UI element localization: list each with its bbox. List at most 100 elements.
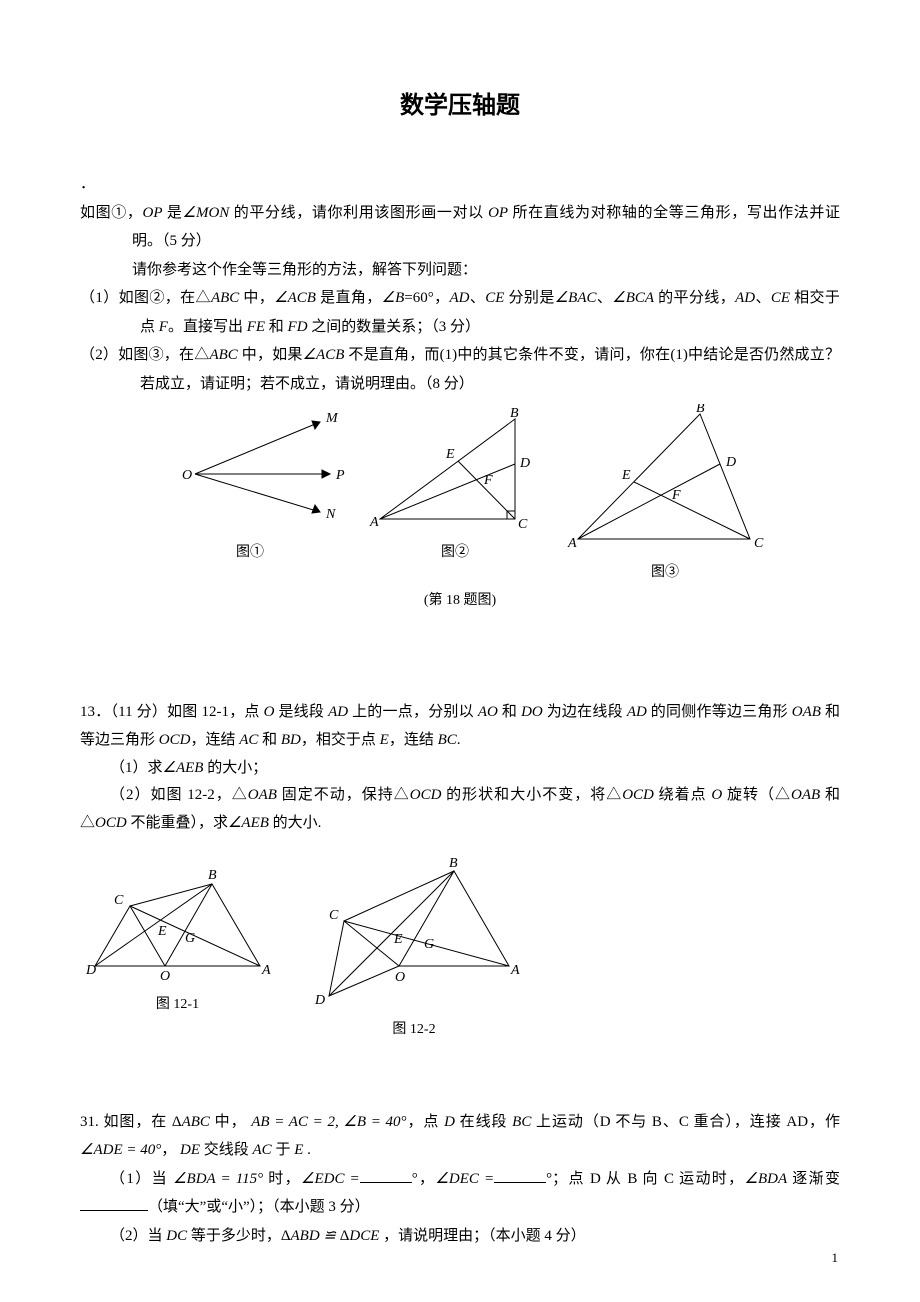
page-number: 1 — [832, 1250, 839, 1266]
t: ∠ACB — [303, 347, 345, 363]
t: 。直接写出 — [168, 319, 247, 335]
t: BD — [281, 732, 301, 748]
t: ∠B — [382, 290, 405, 306]
lbl-A: A — [510, 963, 520, 978]
t: 的同侧作等边三角形 — [647, 704, 792, 720]
t: AC — [253, 1142, 272, 1158]
t: 的大小. — [269, 815, 322, 831]
t: OAB — [248, 787, 277, 803]
t: 的平分线，请你利用该图形画一对以 — [229, 205, 488, 221]
blank-bigsmall — [80, 1196, 148, 1211]
t: 在线段 — [455, 1114, 512, 1130]
t: 和 — [498, 704, 521, 720]
p31-s1: （1）当 ∠BDA = 115° 时，∠EDC =°，∠DEC =°；点 D 从… — [80, 1165, 840, 1222]
t: °， — [412, 1171, 436, 1187]
t: E — [294, 1142, 303, 1158]
fig18-1-cap: 图① — [150, 541, 350, 561]
t: OAB — [791, 787, 820, 803]
p13-s2: （2）如图 12-2，△OAB 固定不动，保持△OCD 的形状和大小不变，将△O… — [80, 782, 840, 838]
fig18-3-cap: 图③ — [560, 561, 770, 581]
lbl-A: A — [369, 515, 379, 530]
lbl-O: O — [182, 468, 192, 483]
p18-figures: O M P N 图① A B C — [80, 404, 840, 581]
fig12-2-cap: 图 12-2 — [299, 1018, 529, 1038]
blank-dec — [494, 1168, 546, 1183]
t: D — [444, 1114, 455, 1130]
t: FD — [288, 319, 308, 335]
p13-lead: 13．（11 分）如图 12-1，点 O 是线段 AD 上的一点，分别以 AO … — [80, 699, 840, 755]
t: 和 — [265, 319, 288, 335]
lbl-D: D — [314, 993, 325, 1008]
t: AC — [239, 732, 258, 748]
t: . — [457, 732, 461, 748]
t: ∠BDA — [745, 1171, 788, 1187]
t: DC — [166, 1228, 187, 1244]
t: 中， — [210, 1114, 247, 1130]
t: 分别是 — [504, 290, 554, 306]
t: O — [711, 787, 722, 803]
lbl-D: D — [85, 963, 96, 978]
lbl-O: O — [160, 969, 170, 984]
t: DO — [521, 704, 543, 720]
lbl-E: E — [157, 924, 167, 939]
t: ∠BCA — [612, 290, 654, 306]
t: 固定不动，保持△ — [277, 787, 410, 803]
p18-figcap-row: (第 18 题图) — [80, 589, 840, 609]
lbl-O: O — [395, 970, 405, 985]
lbl-C: C — [518, 517, 528, 532]
t: AD — [735, 290, 755, 306]
lbl-G: G — [185, 931, 195, 946]
t: . — [303, 1142, 311, 1158]
t: 逐渐变 — [787, 1171, 840, 1187]
lbl-B: B — [510, 406, 519, 421]
t: 13．（11 分）如图 12-1，点 — [80, 704, 264, 720]
t: （2）当 — [110, 1228, 166, 1244]
t: E — [380, 732, 389, 748]
lbl-D: D — [725, 455, 736, 470]
lbl-B: B — [696, 404, 705, 416]
t: 的平分线， — [654, 290, 735, 306]
lbl-P: P — [335, 468, 345, 483]
t: 之间的数量关系；（3 分） — [308, 319, 481, 335]
lbl-C: C — [329, 908, 339, 923]
t: FE — [247, 319, 265, 335]
t: 的大小； — [203, 760, 267, 776]
leading-dot: ． — [80, 170, 840, 199]
t: ABD ≌ — [291, 1228, 336, 1244]
t: （2）如图③，在△ — [80, 347, 209, 363]
t: Δ — [336, 1228, 349, 1244]
t: OAB — [792, 704, 821, 720]
lbl-F: F — [671, 488, 681, 503]
fig12-1-cap: 图 12-1 — [80, 993, 275, 1013]
t: O — [264, 704, 275, 720]
lbl-A: A — [261, 963, 271, 978]
t: 中，如果 — [238, 347, 303, 363]
t: （填“大”或“小”）；（本小题 3 分） — [148, 1199, 370, 1215]
t: DCE — [349, 1228, 379, 1244]
t: 和 — [258, 732, 281, 748]
t: 是 — [163, 205, 183, 221]
t: ∠EDC = — [301, 1171, 360, 1187]
fig18-1: O M P N 图① — [150, 404, 350, 581]
t: OCD — [410, 787, 442, 803]
t: AD — [449, 290, 469, 306]
t: 不能重叠），求 — [127, 815, 228, 831]
t: BC — [438, 732, 457, 748]
t: ，连结 — [389, 732, 438, 748]
t: ，点 — [407, 1114, 445, 1130]
t: ∠DEC = — [435, 1171, 494, 1187]
p18-q2: （2）如图③，在△ABC 中，如果∠ACB 不是直角，而(1)中的其它条件不变，… — [80, 341, 840, 398]
t: OCD — [95, 815, 127, 831]
lbl-D: D — [519, 456, 530, 471]
t: 的形状和大小不变，将△ — [441, 787, 622, 803]
t: ABC — [211, 290, 239, 306]
t: ∠AEB — [228, 815, 269, 831]
page-title: 数学压轴题 — [80, 85, 840, 120]
t: DE — [176, 1142, 200, 1158]
t: AO — [478, 704, 498, 720]
t: 于 — [272, 1142, 295, 1158]
t: 中， — [239, 290, 274, 306]
t: （2）如图 12-2，△ — [110, 787, 248, 803]
p18-line1: 如图①，OP 是∠MON 的平分线，请你利用该图形画一对以 OP 所在直线为对称… — [80, 199, 840, 256]
fig12-1: D O A B C E G 图 12-1 — [80, 846, 275, 1038]
